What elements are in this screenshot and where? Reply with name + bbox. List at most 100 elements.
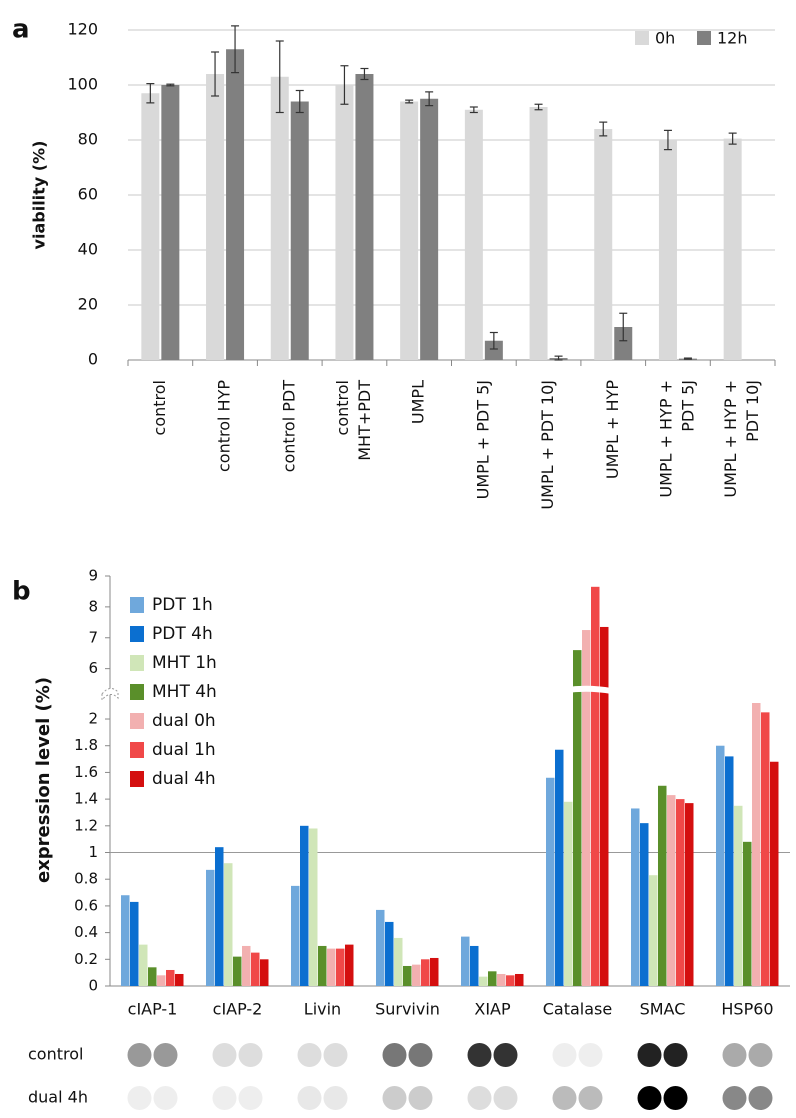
bar (403, 966, 412, 986)
x-tick-label: UMPL + HYP + (656, 380, 675, 498)
legend-swatch (130, 713, 144, 729)
bar (488, 971, 497, 986)
legend-swatch (130, 742, 144, 758)
blot-spot (128, 1086, 152, 1110)
legend-label: PDT 4h (152, 624, 213, 644)
bar (761, 712, 770, 986)
bar (318, 946, 327, 986)
bar (497, 974, 506, 986)
blot-spot (383, 1043, 407, 1067)
bar (175, 974, 184, 986)
blot-row-label: dual 4h (28, 1088, 88, 1107)
x-tick-label: Catalase (543, 1000, 612, 1019)
blot-spot (324, 1086, 348, 1110)
bar (271, 77, 289, 360)
bar (724, 139, 742, 360)
panel-label: b (12, 577, 31, 607)
bar (226, 49, 244, 360)
bar (506, 975, 515, 986)
x-tick-label: PDT 5J (678, 380, 697, 432)
bar (658, 786, 667, 986)
y-tick-label: 0.4 (74, 923, 98, 941)
y-tick-label: 100 (67, 75, 98, 94)
bar (336, 949, 345, 986)
x-tick-label: SMAC (640, 1000, 686, 1019)
legend-swatch (130, 684, 144, 700)
y-tick-label: 0.8 (74, 870, 98, 888)
x-tick-label: UMPL + PDT 5J (473, 380, 492, 499)
bar (224, 863, 233, 986)
bar (515, 974, 524, 986)
bar (148, 967, 157, 986)
bar (573, 650, 582, 986)
blot-spot (154, 1043, 178, 1067)
blot-spot (494, 1043, 518, 1067)
legend-swatch (130, 771, 144, 787)
y-tick-label: 1.8 (74, 736, 98, 754)
y-tick-label: 60 (78, 185, 98, 204)
blot-spot (213, 1043, 237, 1067)
bar (291, 886, 300, 986)
blot-spot (553, 1043, 577, 1067)
y-tick-label: 7 (88, 628, 98, 646)
bar (376, 910, 385, 986)
x-tick-label: MHT+PDT (355, 380, 374, 461)
y-tick-label: 0.6 (74, 896, 98, 914)
bar (300, 826, 309, 986)
y-tick-label: 0 (88, 977, 98, 995)
y-tick-label: 120 (67, 20, 98, 39)
bar (564, 802, 573, 986)
x-tick-label: UMPL + HYP + (721, 380, 740, 498)
bar (421, 959, 430, 986)
bar (546, 778, 555, 986)
legend-label: dual 4h (152, 769, 216, 789)
bar (141, 93, 159, 360)
y-tick-label: 20 (78, 295, 98, 314)
x-tick-label: XIAP (474, 1000, 511, 1019)
y-tick-label: 9 (88, 567, 98, 585)
bar (385, 922, 394, 986)
blot-spot (579, 1043, 603, 1067)
bar (594, 129, 612, 360)
legend-label: dual 1h (152, 740, 216, 760)
legend-label: MHT 1h (152, 653, 217, 673)
bar (591, 587, 600, 986)
blot-row-label: control (28, 1045, 83, 1064)
blot-spot (468, 1043, 492, 1067)
bar (430, 958, 439, 986)
x-tick-label: control HYP (215, 380, 234, 472)
x-tick-label: cIAP-2 (213, 1000, 263, 1019)
legend-swatch (130, 655, 144, 671)
bar (600, 627, 609, 986)
y-axis-title: viability (%) (30, 141, 49, 250)
bar (166, 970, 175, 986)
bar (260, 959, 269, 986)
bar (327, 949, 336, 986)
y-tick-label: 0 (88, 350, 98, 369)
x-tick-label: UMPL + HYP (603, 380, 622, 479)
bar (752, 703, 761, 986)
bar (461, 937, 470, 986)
x-tick-label: UMPL (409, 380, 428, 424)
bar (400, 102, 418, 361)
blot-spot (638, 1086, 662, 1110)
bar (685, 803, 694, 986)
legend-label: 0h (655, 29, 675, 48)
legend-label: PDT 1h (152, 595, 213, 615)
bar (161, 85, 179, 360)
blot-spot (494, 1086, 518, 1110)
blot-spot (579, 1086, 603, 1110)
y-tick-label: 1.2 (74, 816, 98, 834)
bar (465, 110, 483, 360)
blot-spot (723, 1086, 747, 1110)
x-tick-label: control PDT (279, 380, 298, 473)
bar (659, 140, 677, 360)
bar (676, 799, 685, 986)
y-tick-label: 1 (88, 843, 98, 861)
blot-spot (298, 1086, 322, 1110)
bar (130, 902, 139, 986)
bar (640, 823, 649, 986)
legend-swatch (130, 626, 144, 642)
bar (233, 957, 242, 986)
bar (291, 102, 309, 361)
